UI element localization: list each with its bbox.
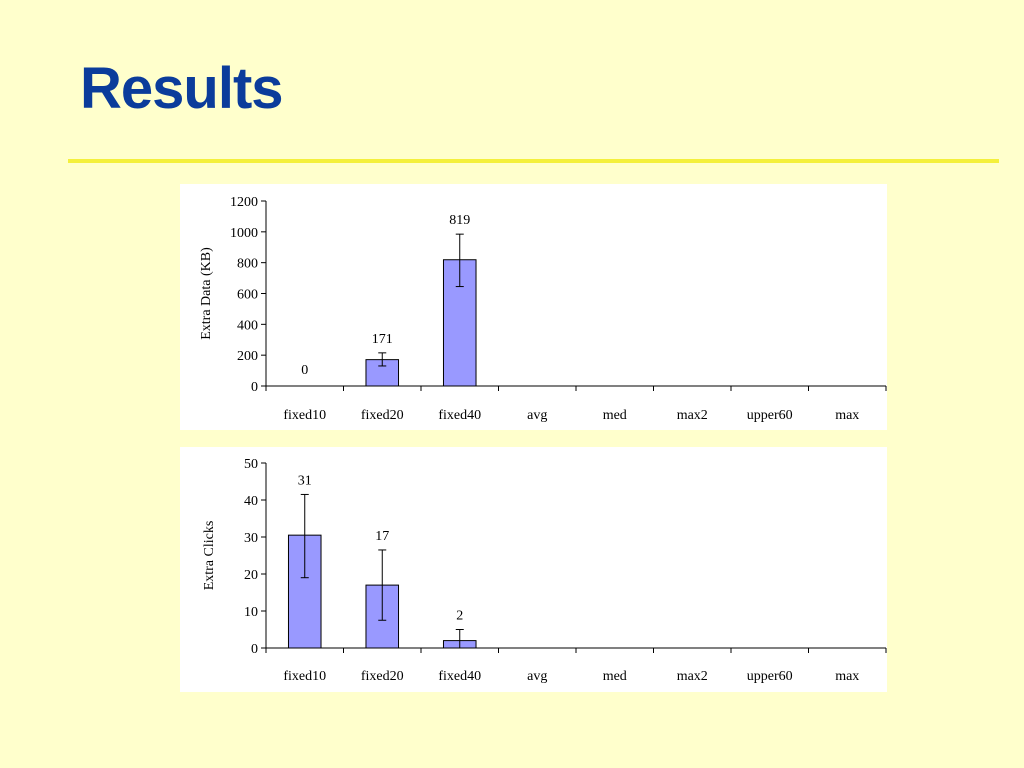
data-label-fixed10: 0 [301, 363, 308, 378]
extra-data-chart: 0 200 400 600 800 1000 1200 fixed10 0 fixed20 171 f… [199, 195, 887, 423]
data-label-fixed40: 819 [449, 213, 470, 228]
slide-title: Results [80, 56, 284, 121]
y-tick-label: 10 [244, 605, 258, 620]
x-tick-label: max [835, 408, 859, 423]
x-tick-label: fixed40 [438, 408, 481, 423]
y-axis-title: Extra Clicks [202, 521, 217, 591]
x-tick-label: fixed20 [361, 408, 404, 423]
x-tick-label: upper60 [747, 408, 793, 423]
y-tick-label: 0 [251, 380, 258, 395]
data-label-fixed20: 171 [372, 332, 393, 347]
y-tick-label: 50 [244, 457, 258, 472]
x-tick-label: fixed20 [361, 669, 404, 684]
y-tick-label: 400 [237, 318, 258, 333]
x-tick-label: max2 [677, 669, 708, 684]
x-tick-label: max [835, 669, 859, 684]
y-axis-title: Extra Data (KB) [199, 247, 214, 340]
x-tick-label: avg [527, 669, 547, 684]
data-label-fixed40: 2 [456, 609, 463, 624]
data-label-fixed20: 17 [375, 529, 389, 544]
x-tick-label: upper60 [747, 669, 793, 684]
x-tick-label: avg [527, 408, 547, 423]
y-tick-label: 0 [251, 642, 258, 657]
x-tick-label: fixed40 [438, 669, 481, 684]
y-tick-label: 30 [244, 531, 258, 546]
extra-clicks-chart: 0 10 20 30 40 50 fixed10 31 fixed20 17 fixed40 2 avg… [202, 457, 887, 684]
y-tick-label: 600 [237, 288, 258, 303]
x-tick-label: med [603, 669, 627, 684]
y-tick-label: 800 [237, 257, 258, 272]
y-tick-label: 200 [237, 349, 258, 364]
x-tick-label: fixed10 [283, 669, 326, 684]
x-tick-label: med [603, 408, 627, 423]
x-tick-label: max2 [677, 408, 708, 423]
y-tick-label: 1000 [230, 226, 258, 241]
extra-clicks-chart-panel: 0 10 20 30 40 50 fixed10 31 fixed20 17 fixed40 2 avg… [180, 447, 887, 692]
title-divider [68, 159, 999, 163]
y-tick-label: 20 [244, 568, 258, 583]
extra-data-chart-panel: 0 200 400 600 800 1000 1200 fixed10 0 fixed20 171 f… [180, 184, 887, 430]
data-label-fixed10: 31 [298, 473, 312, 488]
y-tick-label: 40 [244, 494, 258, 509]
y-tick-label: 1200 [230, 195, 258, 210]
x-tick-label: fixed10 [283, 408, 326, 423]
